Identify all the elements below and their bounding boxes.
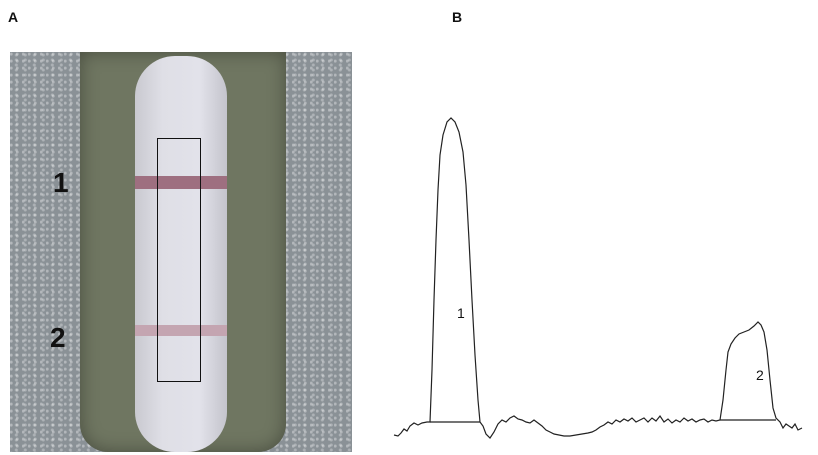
panel-a-label: A <box>8 9 19 25</box>
test-strip <box>135 56 227 452</box>
strip-band-1 <box>135 176 227 189</box>
panel-b-label: B <box>452 9 463 25</box>
strip-label-2: 2 <box>50 322 66 353</box>
peak-label-2: 2 <box>756 367 764 383</box>
region-of-interest-box <box>157 138 201 382</box>
peak-label-1: 1 <box>457 305 465 321</box>
intensity-profile-chart: 12 <box>393 117 803 439</box>
test-strip-photo: 1 2 <box>10 52 352 452</box>
strip-label-1: 1 <box>53 167 69 198</box>
strip-band-2 <box>135 325 227 336</box>
profile-line <box>393 117 803 439</box>
